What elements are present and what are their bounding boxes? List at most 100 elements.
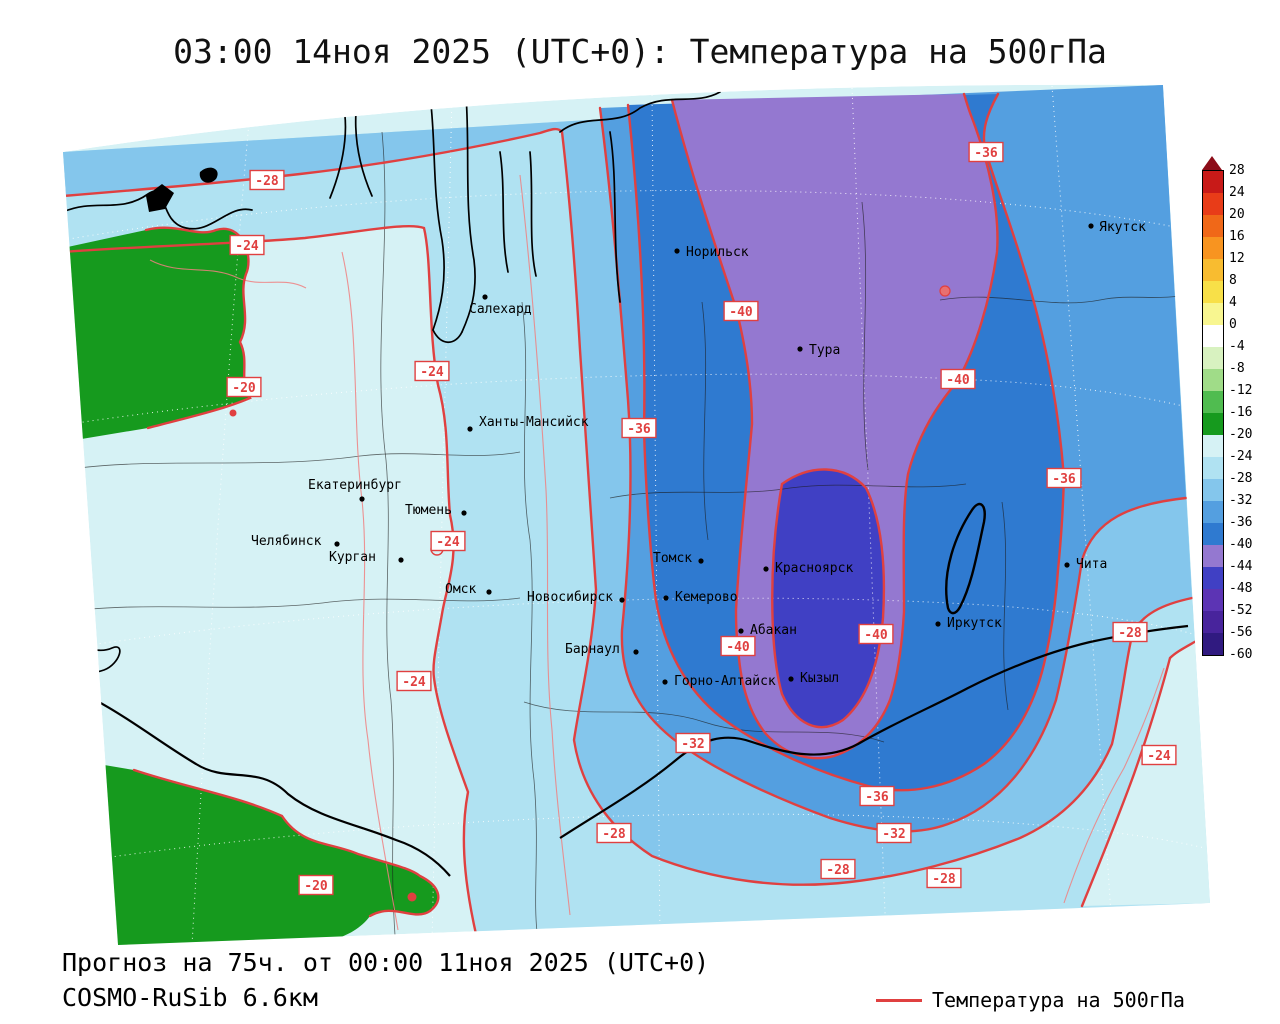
isotherm-label: -40 bbox=[946, 373, 970, 388]
isotherm-label: -28 bbox=[1118, 626, 1142, 641]
city-label: Красноярск bbox=[775, 561, 853, 576]
isotherm--28 bbox=[63, 127, 1194, 886]
colorbar-cell bbox=[1203, 281, 1223, 303]
city-label: Томск bbox=[653, 551, 692, 566]
colorbar-tick-label: -56 bbox=[1229, 625, 1253, 640]
closed-contour-dot bbox=[407, 892, 417, 902]
colorbar-cell bbox=[1203, 347, 1223, 369]
city-marker bbox=[486, 589, 492, 595]
isotherm--20-nw bbox=[144, 226, 252, 430]
city-label: Барнаул bbox=[565, 642, 620, 657]
colorbar-cells bbox=[1202, 170, 1224, 656]
colorbar-tick-label: -44 bbox=[1229, 559, 1253, 574]
isotherm--24-se bbox=[1080, 638, 1200, 908]
isotherm-label-box bbox=[1046, 467, 1082, 489]
isotherm--36 bbox=[626, 92, 1066, 792]
isotherm-label-box bbox=[396, 670, 432, 692]
admin-borders bbox=[63, 131, 1181, 941]
isotherm-label-box bbox=[820, 858, 856, 880]
city-marker bbox=[1064, 562, 1070, 568]
colorbar-cell bbox=[1203, 633, 1223, 655]
isotherm-thin bbox=[341, 251, 399, 931]
city-marker bbox=[788, 676, 794, 682]
peninsula bbox=[146, 184, 174, 212]
band-green-nw bbox=[63, 227, 250, 442]
isotherm-label-box bbox=[226, 376, 262, 398]
isotherm-label: -32 bbox=[882, 827, 905, 842]
city-marker bbox=[633, 649, 639, 655]
coastline bbox=[529, 151, 537, 277]
isotherm-label-box bbox=[414, 360, 450, 382]
city-marker bbox=[674, 248, 680, 254]
colorbar-tick-label: 8 bbox=[1229, 273, 1237, 288]
colorbar-tick-label: 20 bbox=[1229, 207, 1245, 222]
isotherms-thin bbox=[149, 174, 1165, 931]
colorbar-tick-label: -60 bbox=[1229, 647, 1253, 662]
city-marker bbox=[763, 566, 769, 572]
admin-border bbox=[939, 295, 1181, 304]
lake-baikal bbox=[945, 502, 986, 615]
isotherm--32 bbox=[598, 106, 1188, 833]
band-warm-se bbox=[1082, 640, 1210, 906]
legend-line-sample bbox=[876, 998, 922, 1002]
city-marker bbox=[698, 558, 704, 564]
forecast-info: Прогноз на 75ч. от 00:00 11ноя 2025 (UTC… bbox=[62, 948, 710, 977]
isotherm-label: -28 bbox=[826, 863, 850, 878]
city-marker bbox=[398, 557, 404, 563]
colorbar-tick-label: 24 bbox=[1229, 185, 1245, 200]
isotherm-label-box bbox=[675, 732, 711, 754]
isotherm-label-box bbox=[876, 822, 912, 844]
colorbar-cell bbox=[1203, 567, 1223, 589]
city-marker bbox=[619, 597, 625, 603]
city-label: Кемерово bbox=[675, 590, 738, 605]
isotherm--24 bbox=[63, 224, 480, 945]
map-layers: Норильск Салехард Тура Якутск Ханты-Мансийск… bbox=[63, 84, 1210, 946]
graticule-line bbox=[651, 89, 661, 941]
city-marker bbox=[663, 595, 669, 601]
national-border bbox=[63, 684, 451, 877]
coastline bbox=[432, 329, 463, 344]
colorbar-tick-label: -40 bbox=[1229, 537, 1253, 552]
isotherm-label: -24 bbox=[235, 239, 259, 254]
isotherm-label-box bbox=[858, 623, 894, 645]
model-info: COSMO-RuSib 6.6км bbox=[62, 983, 318, 1012]
city-label: Салехард bbox=[469, 302, 532, 317]
graticule-line bbox=[69, 597, 1201, 649]
isotherm-label: -24 bbox=[1147, 749, 1171, 764]
colorbar-tick-label: -24 bbox=[1229, 449, 1253, 464]
legend: Температура на 500гПа bbox=[876, 988, 1185, 1012]
colorbar-tick-label: -48 bbox=[1229, 581, 1253, 596]
colorbar-tick-label: 0 bbox=[1229, 317, 1237, 332]
admin-border bbox=[861, 201, 869, 471]
graticule bbox=[63, 85, 1206, 946]
map-title: 03:00 14ноя 2025 (UTC+0): Температура на… bbox=[173, 32, 1107, 71]
temperature-bands bbox=[63, 84, 1210, 946]
isotherm-thin bbox=[1063, 667, 1165, 904]
colorbar-cell bbox=[1203, 435, 1223, 457]
city-label: Омск bbox=[445, 582, 476, 597]
colorbar-cell bbox=[1203, 391, 1223, 413]
isotherm-label-box bbox=[1141, 744, 1177, 766]
isotherm-label-box bbox=[1112, 621, 1148, 643]
city-marker bbox=[359, 496, 365, 502]
colorbar-tick-label: -32 bbox=[1229, 493, 1253, 508]
colorbar-cell bbox=[1203, 479, 1223, 501]
city-label: Челябинск bbox=[251, 534, 322, 549]
city-label: Тюмень bbox=[405, 503, 452, 518]
admin-border bbox=[380, 131, 396, 936]
cities-layer: Норильск Салехард Тура Якутск Ханты-Мансийск… bbox=[251, 220, 1146, 689]
city-label: Чита bbox=[1076, 557, 1107, 572]
city-marker bbox=[738, 628, 744, 634]
admin-border bbox=[63, 451, 521, 471]
closed-contour-dot bbox=[939, 285, 951, 297]
city-label: Кызыл bbox=[800, 671, 839, 686]
city-label: Норильск bbox=[686, 245, 749, 260]
isotherm-label-box bbox=[298, 874, 334, 896]
isotherm-labels-layer: -28 -24 -20 -24 -36 -40 -36 -40 -36 -24 -40 -40 -28 -… bbox=[226, 141, 1177, 896]
island bbox=[199, 167, 218, 183]
colorbar-tick-label: -4 bbox=[1229, 339, 1245, 354]
isotherm-label: -28 bbox=[255, 174, 279, 189]
isotherm-label: -40 bbox=[726, 640, 750, 655]
isotherms-main bbox=[63, 92, 1200, 945]
city-marker bbox=[797, 346, 803, 352]
